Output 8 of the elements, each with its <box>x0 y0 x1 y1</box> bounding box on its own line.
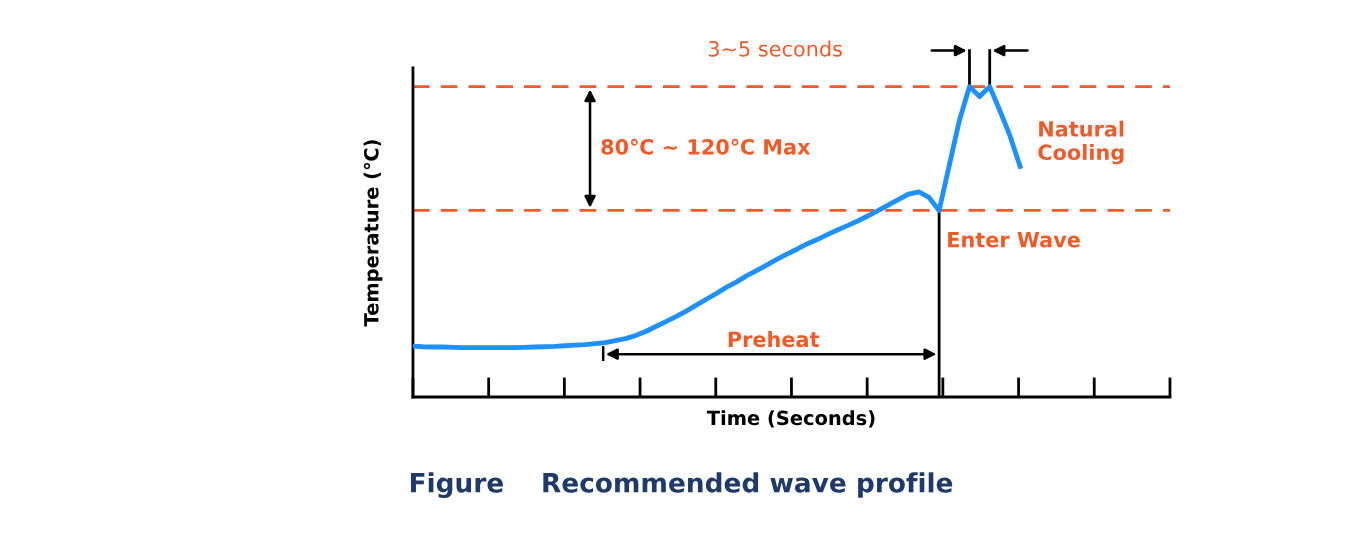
x-axis-title: Time (Seconds) <box>706 410 875 428</box>
y-axis-title: Temperature (℃) <box>363 140 383 327</box>
text: Figure Recommended wave profile <box>410 472 953 499</box>
annotation: 80℃ ~ 120℃ Max <box>601 138 811 155</box>
annotation: Enter Wave <box>948 232 1080 248</box>
annotation: Preheat <box>728 331 820 348</box>
text: Natural Cooling <box>1038 120 1124 165</box>
text: 3~5 seconds <box>708 40 842 57</box>
